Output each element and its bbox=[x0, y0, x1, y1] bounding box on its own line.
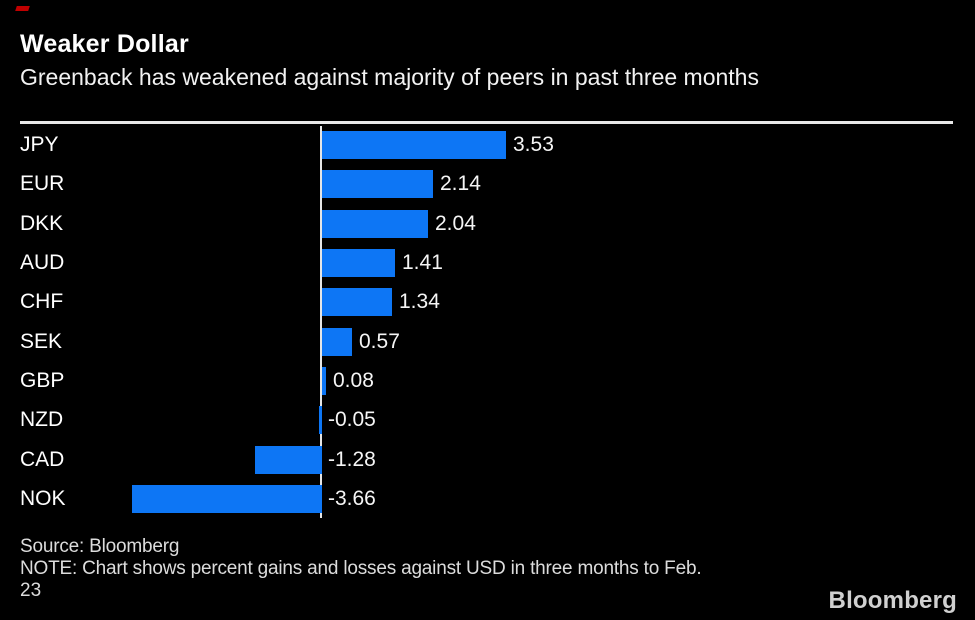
value-label: 3.53 bbox=[513, 133, 554, 156]
value-label: -0.05 bbox=[328, 408, 376, 431]
header-divider-rule bbox=[20, 121, 953, 124]
value-label: 2.14 bbox=[440, 172, 481, 195]
category-label: CAD bbox=[20, 448, 65, 471]
note-text-line2: 23 bbox=[20, 580, 42, 601]
zero-baseline bbox=[320, 126, 322, 518]
bar bbox=[255, 446, 322, 474]
chart-subtitle: Greenback has weakened against majority … bbox=[20, 64, 759, 90]
value-label: 0.57 bbox=[359, 330, 400, 353]
category-label: DKK bbox=[20, 212, 64, 235]
bloomberg-logo: Bloomberg bbox=[828, 587, 957, 614]
note-text-line1: NOTE: Chart shows percent gains and loss… bbox=[20, 558, 702, 579]
value-label: -1.28 bbox=[328, 448, 376, 471]
category-label: AUD bbox=[20, 251, 65, 274]
bar bbox=[132, 485, 322, 513]
bar bbox=[322, 210, 428, 238]
source-text: Source: Bloomberg bbox=[20, 536, 180, 557]
category-label: NZD bbox=[20, 408, 64, 431]
value-label: -3.66 bbox=[328, 487, 376, 510]
bar bbox=[322, 328, 352, 356]
category-label: SEK bbox=[20, 330, 63, 353]
bar bbox=[319, 406, 322, 434]
bar bbox=[322, 367, 326, 395]
bar bbox=[322, 170, 433, 198]
chart-title: Weaker Dollar bbox=[20, 30, 189, 58]
red-mark-artifact bbox=[15, 6, 30, 11]
category-label: EUR bbox=[20, 172, 65, 195]
category-label: CHF bbox=[20, 290, 64, 313]
bar bbox=[322, 249, 395, 277]
bar bbox=[322, 288, 392, 316]
category-label: JPY bbox=[20, 133, 59, 156]
category-label: NOK bbox=[20, 487, 66, 510]
value-label: 0.08 bbox=[333, 369, 374, 392]
bar bbox=[322, 131, 506, 159]
value-label: 1.41 bbox=[402, 251, 443, 274]
value-label: 1.34 bbox=[399, 290, 440, 313]
value-label: 2.04 bbox=[435, 212, 476, 235]
category-label: GBP bbox=[20, 369, 65, 392]
